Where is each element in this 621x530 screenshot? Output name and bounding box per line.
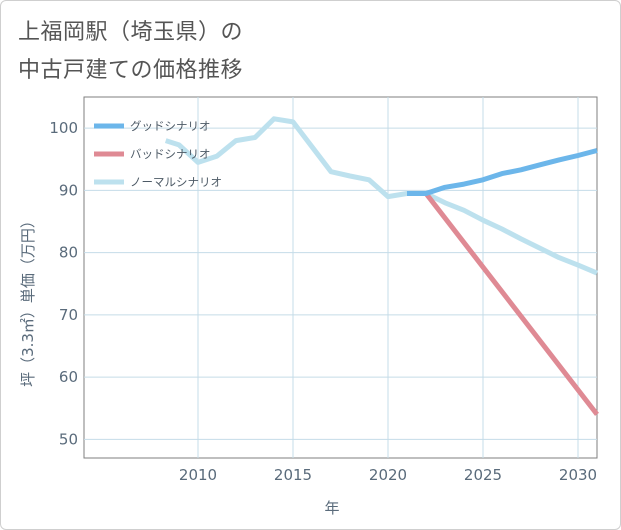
x-axis-title: 年	[324, 499, 339, 517]
x-tick-label: 2025	[464, 466, 502, 484]
plot-border	[83, 96, 598, 459]
x-tick-label: 2030	[559, 466, 597, 484]
chart-title: 上福岡駅（埼玉県）の 中古戸建ての価格推移	[18, 14, 243, 90]
series-lines	[164, 116, 599, 416]
y-tick-label: 50	[59, 430, 78, 448]
chart-title-line2: 中古戸建ての価格推移	[18, 58, 244, 83]
x-tick-label: 2015	[274, 466, 312, 484]
chart-title-line1: 上福岡駅（埼玉県）の	[18, 20, 244, 45]
series-line-good	[407, 148, 598, 196]
legend-label: ノーマルシナリオ	[130, 175, 222, 189]
axis-ticks: 2010 2015 2020 2025 2030 50 60 70 80 90 100	[49, 119, 597, 484]
x-tick-label: 2020	[369, 466, 407, 484]
x-tick-label: 2010	[179, 466, 217, 484]
legend-label: グッドシナリオ	[130, 119, 211, 133]
y-tick-label: 80	[59, 244, 78, 262]
series-line-normal	[164, 116, 598, 276]
y-tick-label: 60	[59, 368, 78, 386]
y-tick-label: 90	[59, 181, 78, 199]
legend-label: バッドシナリオ	[130, 147, 211, 161]
y-tick-label: 70	[59, 306, 78, 324]
grid	[83, 96, 598, 459]
y-axis-title: 坪（3.3㎡）単価（万円）	[19, 213, 37, 387]
y-tick-label: 100	[49, 119, 78, 137]
